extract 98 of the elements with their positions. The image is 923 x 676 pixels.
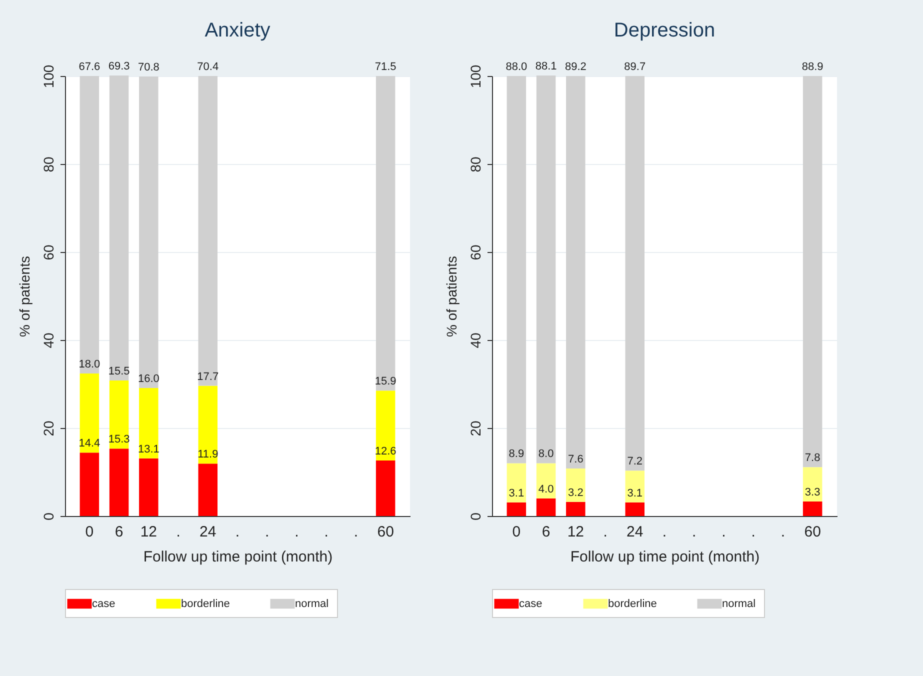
bar	[625, 76, 645, 471]
y-tick-label: 100	[40, 64, 56, 88]
bar	[109, 448, 129, 516]
data-label: 16.0	[138, 372, 160, 385]
data-label: 88.9	[802, 61, 824, 73]
bar	[109, 76, 129, 380]
chart-title: Anxiety	[204, 20, 270, 42]
data-label: 89.7	[624, 61, 646, 73]
bar	[376, 76, 396, 391]
data-label: 88.1	[535, 60, 557, 73]
bar	[198, 76, 218, 386]
bar	[139, 76, 158, 388]
bar	[80, 373, 100, 453]
data-label: 8.9	[508, 448, 524, 460]
bar	[536, 498, 556, 516]
x-tick-label: .	[751, 524, 756, 540]
legend-label: borderline	[181, 598, 230, 610]
x-tick-label: 0	[512, 524, 521, 540]
data-label: 69.3	[108, 60, 130, 73]
data-label: 7.2	[627, 456, 643, 468]
bar	[506, 76, 526, 464]
data-label: 3.1	[627, 487, 643, 500]
y-tick-label: 20	[468, 420, 484, 436]
bar	[566, 502, 586, 516]
x-tick-label: .	[780, 524, 786, 540]
x-tick-label: 24	[626, 524, 644, 540]
x-tick-label: 12	[140, 524, 158, 540]
y-axis-title: % of patients	[16, 256, 32, 337]
x-tick-label: .	[265, 524, 270, 540]
legend-label: normal	[295, 598, 329, 610]
data-label: 7.6	[568, 453, 584, 466]
data-label: 17.7	[197, 370, 219, 383]
bar	[376, 460, 396, 516]
data-label: 7.8	[804, 452, 820, 464]
bar	[625, 470, 645, 502]
data-label: 15.5	[108, 365, 130, 378]
y-tick-label: 0	[40, 512, 56, 520]
bar	[536, 463, 556, 498]
y-tick-label: 40	[40, 332, 56, 348]
y-tick-label: 60	[468, 244, 484, 260]
x-tick-label: 6	[542, 524, 550, 540]
y-axis-title: % of patients	[444, 256, 460, 337]
data-label: 70.8	[138, 61, 160, 74]
data-label: 89.2	[564, 61, 586, 73]
y-tick-label: 40	[468, 332, 484, 348]
y-tick-label: 80	[468, 156, 484, 172]
x-tick-label: 60	[804, 524, 821, 540]
bar	[802, 501, 822, 516]
data-label: 88.0	[506, 61, 528, 73]
data-label: 67.6	[78, 61, 100, 73]
x-tick-label: .	[722, 524, 726, 540]
x-tick-label: .	[176, 524, 180, 540]
y-tick-label: 0	[468, 512, 484, 520]
y-tick-label: 20	[40, 420, 56, 436]
y-tick-label: 60	[40, 244, 56, 260]
bar	[198, 464, 218, 516]
x-axis-title: Follow up time point (month)	[143, 548, 333, 566]
bar	[625, 502, 645, 516]
data-label: 18.0	[78, 358, 100, 370]
x-tick-label: .	[603, 524, 608, 540]
legend-label: case	[92, 598, 116, 610]
bar	[536, 76, 556, 464]
legend-label: borderline	[608, 598, 657, 610]
y-tick-label: 100	[468, 64, 484, 88]
data-label: 15.9	[374, 376, 396, 388]
bar	[566, 468, 586, 502]
x-tick-label: .	[235, 524, 240, 540]
x-tick-label: 60	[377, 524, 394, 540]
y-tick-label: 80	[40, 156, 56, 172]
x-axis-title: Follow up time point (month)	[570, 548, 760, 566]
bar	[139, 458, 158, 516]
data-label: 3.1	[508, 487, 524, 500]
x-tick-label: 12	[567, 524, 584, 540]
bar	[80, 76, 100, 374]
x-tick-label: .	[324, 524, 328, 540]
bar	[802, 76, 822, 468]
data-label: 71.5	[374, 61, 396, 73]
chart-title: Depression	[614, 20, 716, 42]
bar	[198, 386, 218, 464]
data-label: 3.2	[568, 486, 584, 499]
x-tick-label: .	[692, 524, 696, 540]
data-label: 8.0	[538, 448, 554, 460]
x-tick-label: 24	[200, 524, 216, 540]
bar	[566, 76, 586, 468]
data-label: 70.4	[197, 61, 219, 73]
x-tick-label: .	[662, 524, 667, 540]
bar	[802, 467, 822, 502]
x-tick-label: 6	[114, 524, 124, 540]
bar	[80, 452, 100, 516]
legend-label: normal	[722, 598, 756, 610]
data-label: 4.0	[538, 483, 554, 496]
x-tick-label: .	[354, 524, 358, 540]
x-tick-label: 0	[85, 524, 94, 540]
x-tick-label: .	[294, 524, 299, 540]
legend-label: case	[519, 598, 542, 610]
bar	[506, 502, 526, 516]
data-label: 3.3	[804, 486, 820, 498]
bar	[506, 463, 526, 502]
